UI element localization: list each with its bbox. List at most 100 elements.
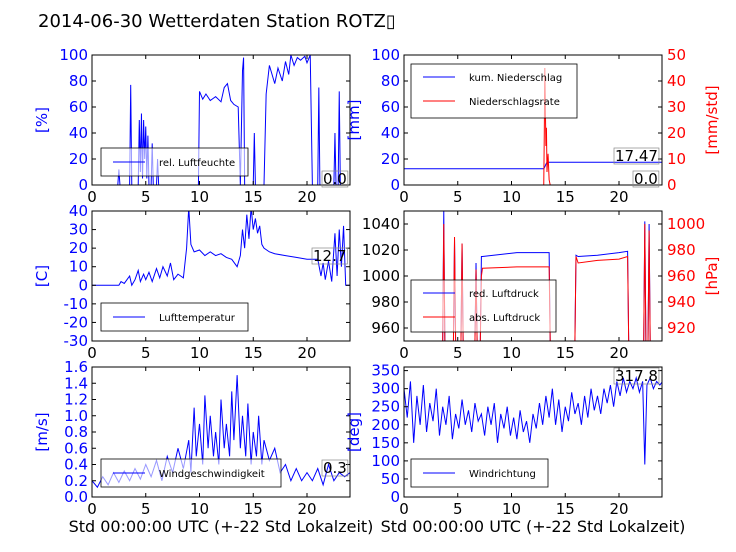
- y-axis-label: [mm]: [345, 100, 363, 141]
- y-tick-label: 20: [69, 239, 88, 257]
- y-tick-label: 0.6: [64, 439, 88, 457]
- x-tick-label: 10: [190, 500, 209, 518]
- y-axis-label: [C]: [33, 265, 51, 287]
- series-line-windrichtung: [404, 375, 662, 465]
- x-tick-label: 5: [453, 344, 463, 362]
- last-value-annotation: 12.7: [313, 247, 346, 265]
- y-right-tick-label: 0: [667, 176, 677, 194]
- y-tick-label: 0: [78, 176, 88, 194]
- y-tick-label: 0.8: [64, 423, 88, 441]
- y-right-tick-label: 50: [667, 46, 686, 64]
- series-group: [442, 211, 651, 341]
- y-tick-label: 150: [371, 434, 400, 452]
- legend: Lufttemperatur: [100, 302, 249, 332]
- x-tick-label: 5: [453, 500, 463, 518]
- y-tick-label: 60: [381, 98, 400, 116]
- y-tick-label: 250: [371, 398, 400, 416]
- plot-frame: [403, 54, 663, 186]
- x-tick-label: 15: [556, 188, 575, 206]
- annotation-box: [311, 247, 348, 265]
- series-line-niederschlagsrate: [404, 67, 662, 185]
- y-tick-label: 200: [371, 416, 400, 434]
- y-right-axis-label: [mm/std]: [703, 85, 721, 154]
- chart-precip: 0 5 10 15 20 0 20 40 60 80 100 0 10 20 30 40 50 [mm] [mm/s…: [345, 46, 721, 206]
- y-tick-label: 0: [390, 488, 400, 506]
- y-tick-label: -10: [64, 295, 89, 313]
- x-tick-label: 5: [141, 344, 151, 362]
- y-tick-label: 0.2: [64, 472, 88, 490]
- y-tick-label: 1.2: [64, 391, 88, 409]
- y-tick-label: 1.6: [64, 358, 88, 376]
- y-tick-label: 100: [59, 46, 88, 64]
- y-right-tick-label: 920: [667, 319, 696, 337]
- y-tick-label: 1.4: [64, 374, 88, 392]
- y-tick-label: 40: [69, 202, 88, 220]
- legend-entry: Lufttemperatur: [159, 313, 236, 324]
- x-tick-label: 20: [297, 344, 316, 362]
- y-tick-label: 960: [371, 319, 400, 337]
- series-line-red-luftdruck: [442, 211, 651, 341]
- x-tick-label: 15: [244, 500, 263, 518]
- x-tick-label: 5: [141, 188, 151, 206]
- annotation-box: [632, 170, 660, 188]
- y-tick-label: 1040: [362, 215, 400, 233]
- x-tick-label: 20: [609, 500, 628, 518]
- y-right-tick-label: 20: [667, 124, 686, 142]
- annotation-box: [321, 170, 349, 188]
- legend: red. Luftdruck abs. Luftdruck: [410, 279, 557, 333]
- legend-entry: Niederschlagsrate: [469, 97, 560, 108]
- x-tick-label: 15: [556, 500, 575, 518]
- y-tick-label: 300: [371, 380, 400, 398]
- legend-entry: Windrichtung: [469, 469, 536, 480]
- x-tick-label: 0: [87, 344, 97, 362]
- series-line-abs-luftdruck: [442, 223, 651, 341]
- x-tick-label: 5: [141, 500, 151, 518]
- x-tick-label: 10: [190, 344, 209, 362]
- x-tick-label: 0: [399, 500, 409, 518]
- annotation-box: [321, 459, 349, 477]
- x-tick-label: 15: [244, 344, 263, 362]
- y-axis-label: [%]: [33, 107, 51, 133]
- y-right-axis-label: [hPa]: [703, 257, 721, 296]
- y-right-tick-label: 960: [667, 267, 696, 285]
- x-tick-label: 0: [399, 188, 409, 206]
- series-group: [404, 375, 662, 465]
- x-tick-label: 10: [502, 188, 521, 206]
- last-value-annotation: 0.3: [323, 459, 347, 477]
- x-tick-label: 10: [190, 188, 209, 206]
- x-axis-label: Std 00:00:00 UTC (+-22 Std Lokalzeit): [69, 517, 374, 536]
- y-tick-label: 80: [381, 72, 400, 90]
- y-right-tick-label: 940: [667, 293, 696, 311]
- y-tick-label: 100: [371, 46, 400, 64]
- y-tick-label: 60: [69, 98, 88, 116]
- y-right-tick-label: 980: [667, 241, 696, 259]
- x-tick-label: 20: [297, 500, 316, 518]
- x-tick-label: 0: [87, 188, 97, 206]
- y-tick-label: -30: [64, 332, 89, 350]
- y-axis-label: [deg]: [345, 412, 363, 452]
- x-tick-label: 15: [244, 188, 263, 206]
- x-tick-label: 15: [556, 344, 575, 362]
- annotation-box: [613, 147, 660, 165]
- x-tick-label: 10: [502, 344, 521, 362]
- plot-frame: [91, 210, 351, 342]
- series-group: [92, 211, 350, 287]
- legend-entry: rel. Luftfeuchte: [159, 158, 235, 169]
- legend-entry: Windgeschwindigkeit: [159, 469, 265, 480]
- series-group: [404, 67, 662, 185]
- y-tick-label: 20: [381, 150, 400, 168]
- y-tick-label: -20: [64, 313, 89, 331]
- y-right-tick-label: 10: [667, 150, 686, 168]
- last-value-annotation: 317.8: [615, 367, 658, 385]
- figure-title: 2014-06-30 Wetterdaten Station ROTZ▯: [38, 11, 396, 32]
- y-tick-label: 30: [69, 221, 88, 239]
- y-tick-label: 980: [371, 293, 400, 311]
- legend-box: [410, 279, 557, 333]
- x-tick-label: 0: [399, 344, 409, 362]
- plot-frame: [91, 54, 351, 186]
- y-right-tick-label: 1000: [667, 215, 705, 233]
- legend-entry: red. Luftdruck: [469, 289, 539, 300]
- y-tick-label: 0.0: [64, 488, 88, 506]
- y-tick-label: 100: [371, 452, 400, 470]
